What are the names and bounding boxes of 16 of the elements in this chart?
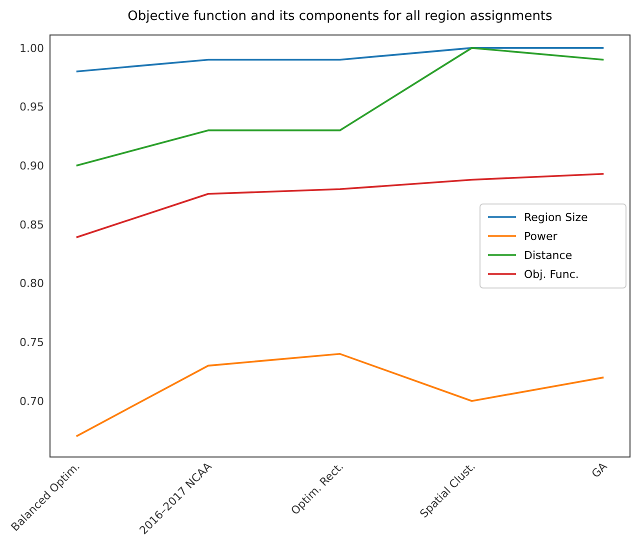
y-tick-label: 1.00 (20, 42, 44, 55)
legend-label: Power (524, 230, 558, 243)
chart-title: Objective function and its components for all region assignments (128, 9, 553, 24)
legend-label: Obj. Func. (524, 268, 579, 281)
y-tick-label: 0.95 (20, 100, 44, 114)
line-series (75, 172, 605, 238)
legend-label: Region Size (524, 210, 588, 224)
legend-label: Distance (524, 248, 572, 262)
line-series (75, 47, 605, 167)
y-tick-label: 0.80 (20, 277, 44, 290)
x-tick-label: GA (589, 460, 610, 480)
y-tick-label: 0.75 (20, 336, 44, 349)
line-series (75, 353, 605, 438)
y-tick-label: 0.85 (20, 218, 44, 232)
y-tick-label: 0.90 (20, 159, 44, 172)
y-tick-label: 0.70 (20, 394, 44, 408)
